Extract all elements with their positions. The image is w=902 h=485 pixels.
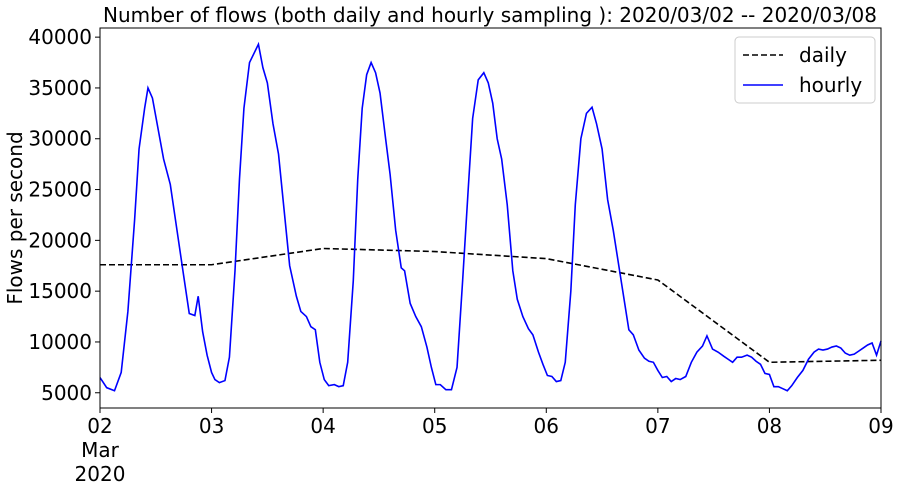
y-tick-label: 35000 [28, 76, 92, 100]
y-tick-label: 15000 [28, 279, 92, 303]
x-tick-label: 02 [87, 414, 112, 438]
x-tick-sublabel: 2020 [75, 462, 126, 485]
legend-box [734, 36, 876, 104]
legend-label: hourly [799, 73, 862, 97]
y-tick-label: 5000 [41, 381, 92, 405]
y-tick-label: 40000 [28, 25, 92, 49]
legend-label: daily [799, 43, 847, 67]
y-tick-label: 20000 [28, 228, 92, 252]
x-tick-label: 05 [422, 414, 447, 438]
chart-title: Number of flows (both daily and hourly s… [103, 3, 877, 27]
y-tick-label: 25000 [28, 178, 92, 202]
series-line [100, 247, 882, 364]
x-tick-label: 03 [199, 414, 224, 438]
y-tick-label: 10000 [28, 330, 92, 354]
plot-frame [99, 27, 882, 409]
x-tick-label: 08 [757, 414, 782, 438]
y-axis-label: Flows per second [3, 131, 27, 304]
x-tick-label: 06 [534, 414, 559, 438]
x-tick-label: 07 [645, 414, 670, 438]
x-tick-sublabel: Mar [81, 438, 120, 462]
series-line [99, 41, 882, 392]
y-tick-label: 30000 [28, 127, 92, 151]
x-tick-label: 09 [868, 414, 893, 438]
x-tick-label: 04 [310, 414, 335, 438]
